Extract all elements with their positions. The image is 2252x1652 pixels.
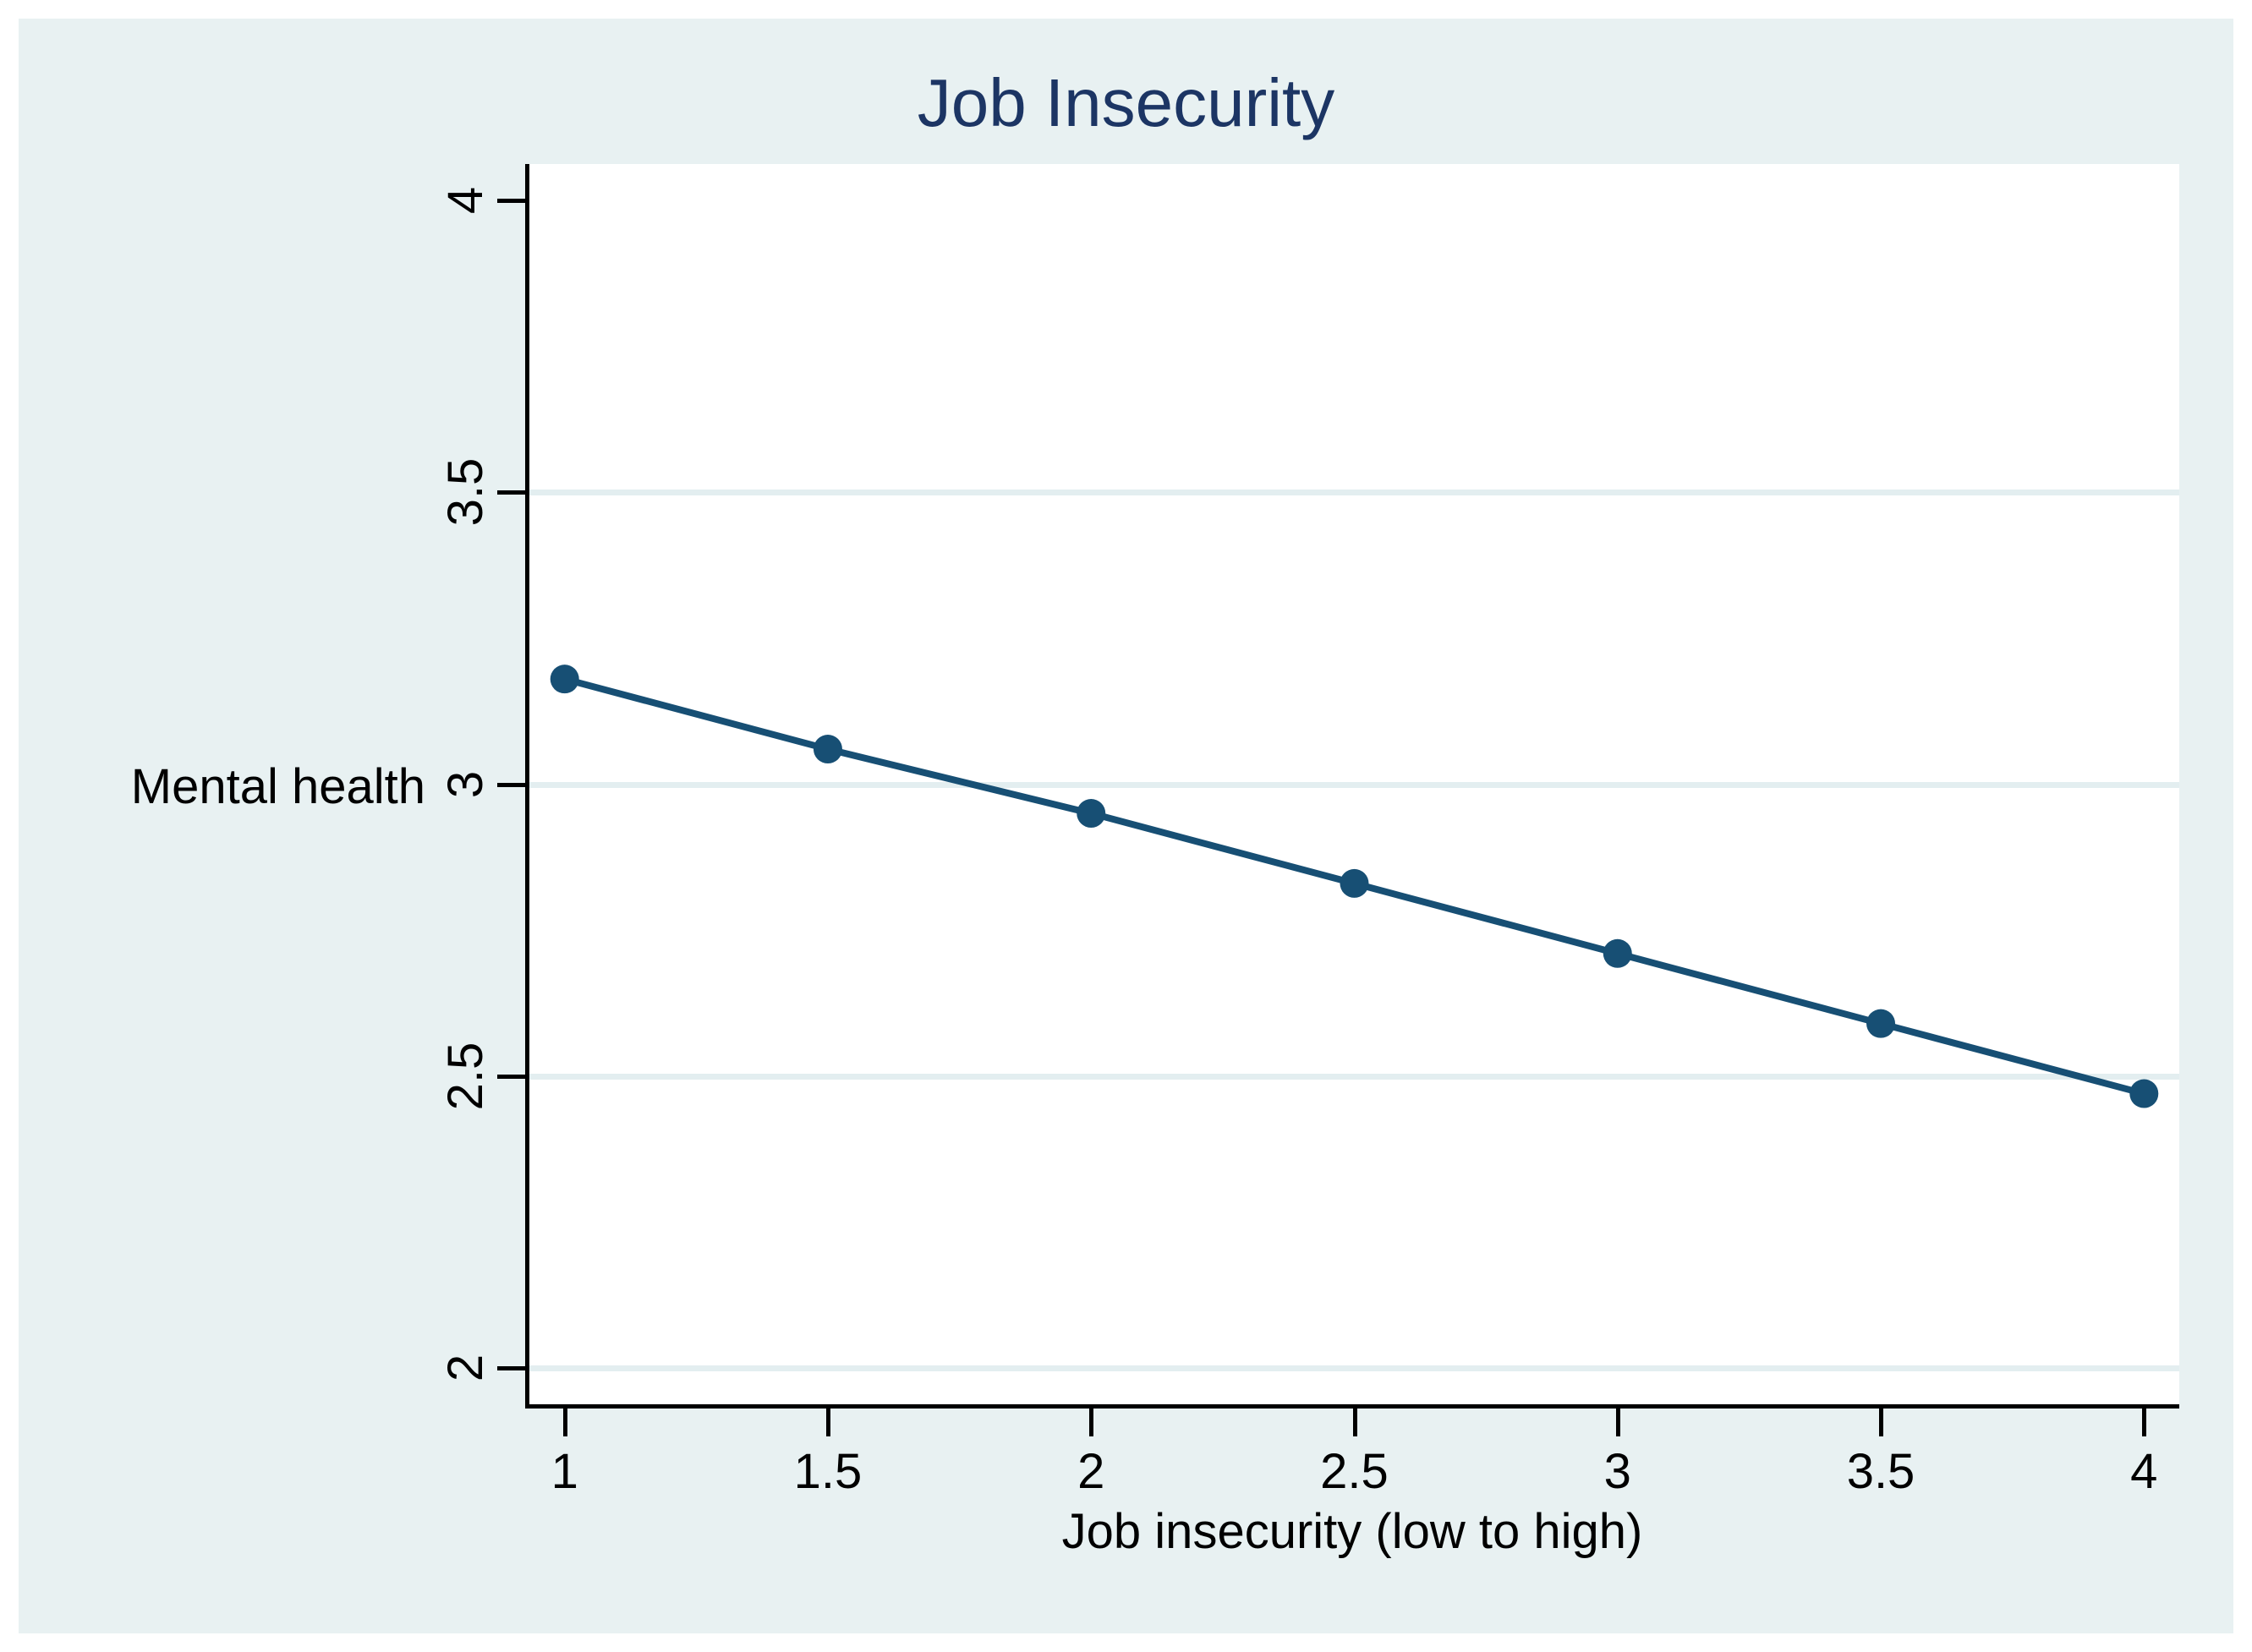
x-axis-tick-label-2: 2 [1077,1444,1105,1499]
x-axis-tick-label-3: 3 [1603,1444,1631,1499]
gridline-y-2.5 [529,1073,2179,1080]
x-axis-tick-1.5 [825,1409,830,1436]
x-axis-tick-2.5 [1352,1409,1357,1436]
gridline-y-3.5 [529,490,2179,496]
x-axis-tick-label-3.5: 3.5 [1846,1444,1915,1499]
data-point-1.5 [813,735,842,764]
y-axis-tick-2.5 [497,1074,525,1079]
y-axis-tick-3 [497,782,525,787]
y-axis-tick-label-3.5: 3.5 [437,457,493,527]
data-point-3.5 [1866,1009,1896,1038]
y-axis-tick-label-2: 2 [437,1354,493,1382]
x-axis-tick-label-4: 4 [2130,1444,2158,1499]
y-axis-tick-label-3: 3 [437,770,493,798]
y-axis-tick-2 [497,1366,525,1371]
y-axis-tick-3.5 [497,490,525,495]
gridline-y-2 [529,1365,2179,1372]
y-axis-tick-label-4: 4 [437,186,493,214]
data-point-2 [1077,799,1106,829]
x-axis-tick-label-2.5: 2.5 [1320,1444,1389,1499]
x-axis-tick-label-1.5: 1.5 [793,1444,863,1499]
x-axis-tick-3.5 [1879,1409,1884,1436]
data-point-4 [2129,1079,2159,1108]
x-axis-tick-label-1: 1 [551,1444,578,1499]
line-series [550,665,2159,1108]
gridline-y-3 [529,781,2179,788]
data-point-2.5 [1340,868,1369,898]
data-point-1 [550,665,579,694]
x-axis-tick-2 [1089,1409,1094,1436]
plot-area [525,164,2179,1409]
x-axis-title: Job insecurity (low to high) [1061,1504,1643,1559]
data-point-3 [1603,938,1632,968]
x-axis-tick-1 [562,1409,567,1436]
x-axis-tick-4 [2142,1409,2147,1436]
y-axis-tick-4 [497,198,525,203]
y-axis-title: Mental health [130,759,425,814]
x-axis-tick-3 [1615,1409,1620,1436]
chart-title: Job Insecurity [917,65,1335,140]
y-axis-tick-label-2.5: 2.5 [437,1042,493,1111]
